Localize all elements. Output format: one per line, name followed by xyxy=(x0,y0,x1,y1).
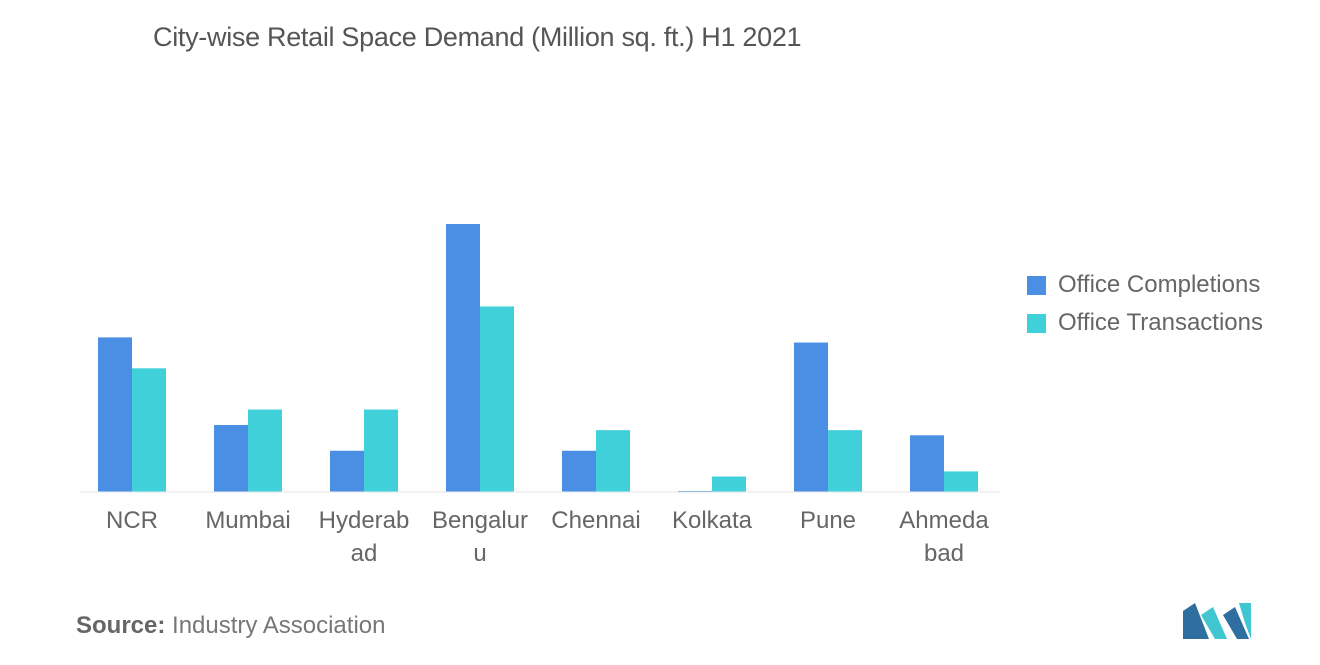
bar-transactions-4 xyxy=(596,430,630,492)
x-tick-label-1: Mumbai xyxy=(205,507,290,534)
bar-transactions-2 xyxy=(364,409,398,492)
bar-completions-4 xyxy=(562,450,596,492)
legend: Office Completions Office Transactions xyxy=(1027,266,1263,342)
source-note: Source: Industry Association xyxy=(76,612,385,640)
bars-group xyxy=(98,224,978,492)
x-tick-label-3: Bengalur u xyxy=(432,507,528,567)
bar-completions-2 xyxy=(330,450,364,492)
legend-item-transactions: Office Transactions xyxy=(1027,304,1263,342)
source-text: Industry Association xyxy=(172,612,386,639)
bar-completions-7 xyxy=(910,435,944,492)
bar-completions-3 xyxy=(446,224,480,492)
mordor-logo-icon xyxy=(1183,603,1251,639)
legend-swatch-transactions xyxy=(1027,313,1046,333)
legend-swatch-completions xyxy=(1027,275,1046,295)
legend-label-transactions: Office Transactions xyxy=(1058,309,1263,336)
legend-item-completions: Office Completions xyxy=(1027,266,1263,304)
bar-transactions-0 xyxy=(132,368,166,492)
bar-transactions-6 xyxy=(828,430,862,492)
x-tick-label-4: Chennai xyxy=(551,507,640,534)
source-label: Source: xyxy=(76,612,166,639)
x-tick-label-6: Pune xyxy=(800,507,856,534)
x-tick-label-7: Ahmeda bad xyxy=(899,507,989,567)
x-tick-label-2: Hyderab ad xyxy=(319,507,410,567)
bar-transactions-5 xyxy=(712,476,746,492)
bar-transactions-7 xyxy=(944,471,978,492)
bar-transactions-1 xyxy=(248,409,282,492)
bar-completions-6 xyxy=(794,342,828,492)
bar-completions-5 xyxy=(678,490,712,492)
bar-transactions-3 xyxy=(480,306,514,492)
bar-completions-1 xyxy=(214,425,248,492)
x-tick-labels: NCR Mumbai Hyderab ad Bengalur u Chennai Kolkat… xyxy=(106,507,989,567)
bar-chart: NCR Mumbai Hyderab ad Bengalur u Chennai Kolkat… xyxy=(80,224,1000,567)
chart-title: City-wise Retail Space Demand (Million s… xyxy=(153,22,802,52)
x-tick-label-0: NCR xyxy=(106,507,158,534)
x-tick-label-5: Kolkata xyxy=(672,507,753,534)
legend-label-completions: Office Completions xyxy=(1058,271,1261,298)
bar-completions-0 xyxy=(98,337,132,492)
